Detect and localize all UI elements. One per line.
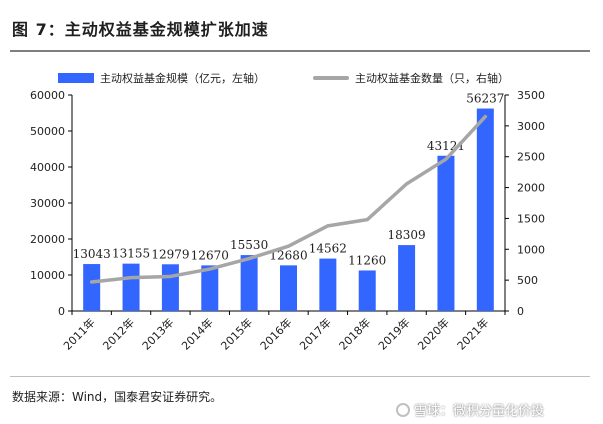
bar (280, 265, 297, 311)
bar (122, 263, 140, 311)
legend-bar-swatch (58, 73, 94, 83)
snowball-logo-icon (396, 402, 410, 417)
x-tick-label: 2013年 (139, 315, 176, 352)
y-left-tick-label: 60000 (30, 89, 65, 102)
source-note: 数据来源：Wind，国泰君安证券研究。 (12, 390, 223, 404)
y-right-tick-label: 0 (517, 305, 524, 318)
y-left-tick-label: 40000 (30, 161, 65, 174)
chart-legend: 主动权益基金规模（亿元，左轴） 主动权益基金数量（只，右轴） (58, 68, 598, 90)
chart-title: 图 7：主动权益基金规模扩张加速 (12, 20, 269, 39)
x-tick-label: 2016年 (257, 315, 294, 352)
x-tick-label: 2019年 (375, 315, 412, 352)
legend-line-swatch (313, 76, 349, 80)
y-right-tick-label: 1500 (517, 212, 545, 225)
bar (319, 258, 337, 311)
watermark: 雪球：微积分量化价投 (396, 400, 544, 419)
bar (161, 264, 179, 311)
y-left-tick-label: 30000 (30, 197, 65, 210)
x-tick-label: 2015年 (218, 315, 255, 352)
bar (201, 265, 219, 311)
y-left-tick-label: 20000 (30, 233, 65, 246)
x-tick-label: 2014年 (178, 315, 215, 352)
legend-item-line: 主动权益基金数量（只，右轴） (313, 68, 509, 88)
bar-data-label: 11260 (348, 253, 386, 267)
bar-data-label: 18309 (387, 228, 425, 242)
bar-data-label: 13155 (112, 247, 150, 261)
legend-bar-label: 主动权益基金规模（亿元，左轴） (100, 72, 265, 85)
bar (358, 270, 376, 311)
bar-data-label: 12670 (191, 248, 229, 262)
bar (83, 264, 101, 311)
x-tick-label: 2018年 (336, 315, 373, 352)
y-left-tick-label: 10000 (30, 269, 65, 282)
x-tick-label: 2012年 (100, 315, 137, 352)
watermark-text: 雪球：微积分量化价投 (414, 404, 545, 419)
bar-data-label: 13043 (73, 247, 111, 261)
bar (398, 245, 416, 311)
bar-data-label: 12680 (269, 248, 307, 262)
legend-line-label: 主动权益基金数量（只，右轴） (355, 72, 509, 85)
y-left-tick-label: 50000 (30, 125, 65, 138)
bar (240, 255, 258, 311)
bar (437, 155, 455, 311)
bar-data-label: 15530 (230, 238, 268, 252)
y-left-tick-label: 0 (58, 305, 65, 318)
x-tick-label: 2017年 (297, 315, 334, 352)
bar-data-label: 14562 (309, 242, 347, 256)
x-tick-label: 2011年 (60, 315, 97, 352)
bar-data-label: 12979 (151, 247, 189, 261)
source-divider (10, 376, 590, 377)
x-tick-label: 2020年 (415, 315, 452, 352)
x-tick-label: 2021年 (454, 315, 491, 352)
y-right-tick-label: 2000 (517, 182, 545, 195)
bar-data-label: 56237 (466, 92, 504, 106)
y-right-tick-label: 1000 (517, 243, 545, 256)
legend-item-bar: 主动权益基金规模（亿元，左轴） (58, 68, 265, 88)
y-right-tick-label: 500 (517, 274, 538, 287)
y-right-tick-label: 2500 (517, 151, 545, 164)
title-divider (10, 50, 590, 52)
y-right-tick-label: 3500 (517, 89, 545, 102)
bar (476, 108, 494, 311)
y-right-tick-label: 3000 (517, 120, 545, 133)
